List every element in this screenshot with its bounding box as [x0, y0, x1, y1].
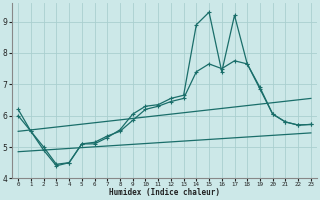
X-axis label: Humidex (Indice chaleur): Humidex (Indice chaleur): [109, 188, 220, 197]
